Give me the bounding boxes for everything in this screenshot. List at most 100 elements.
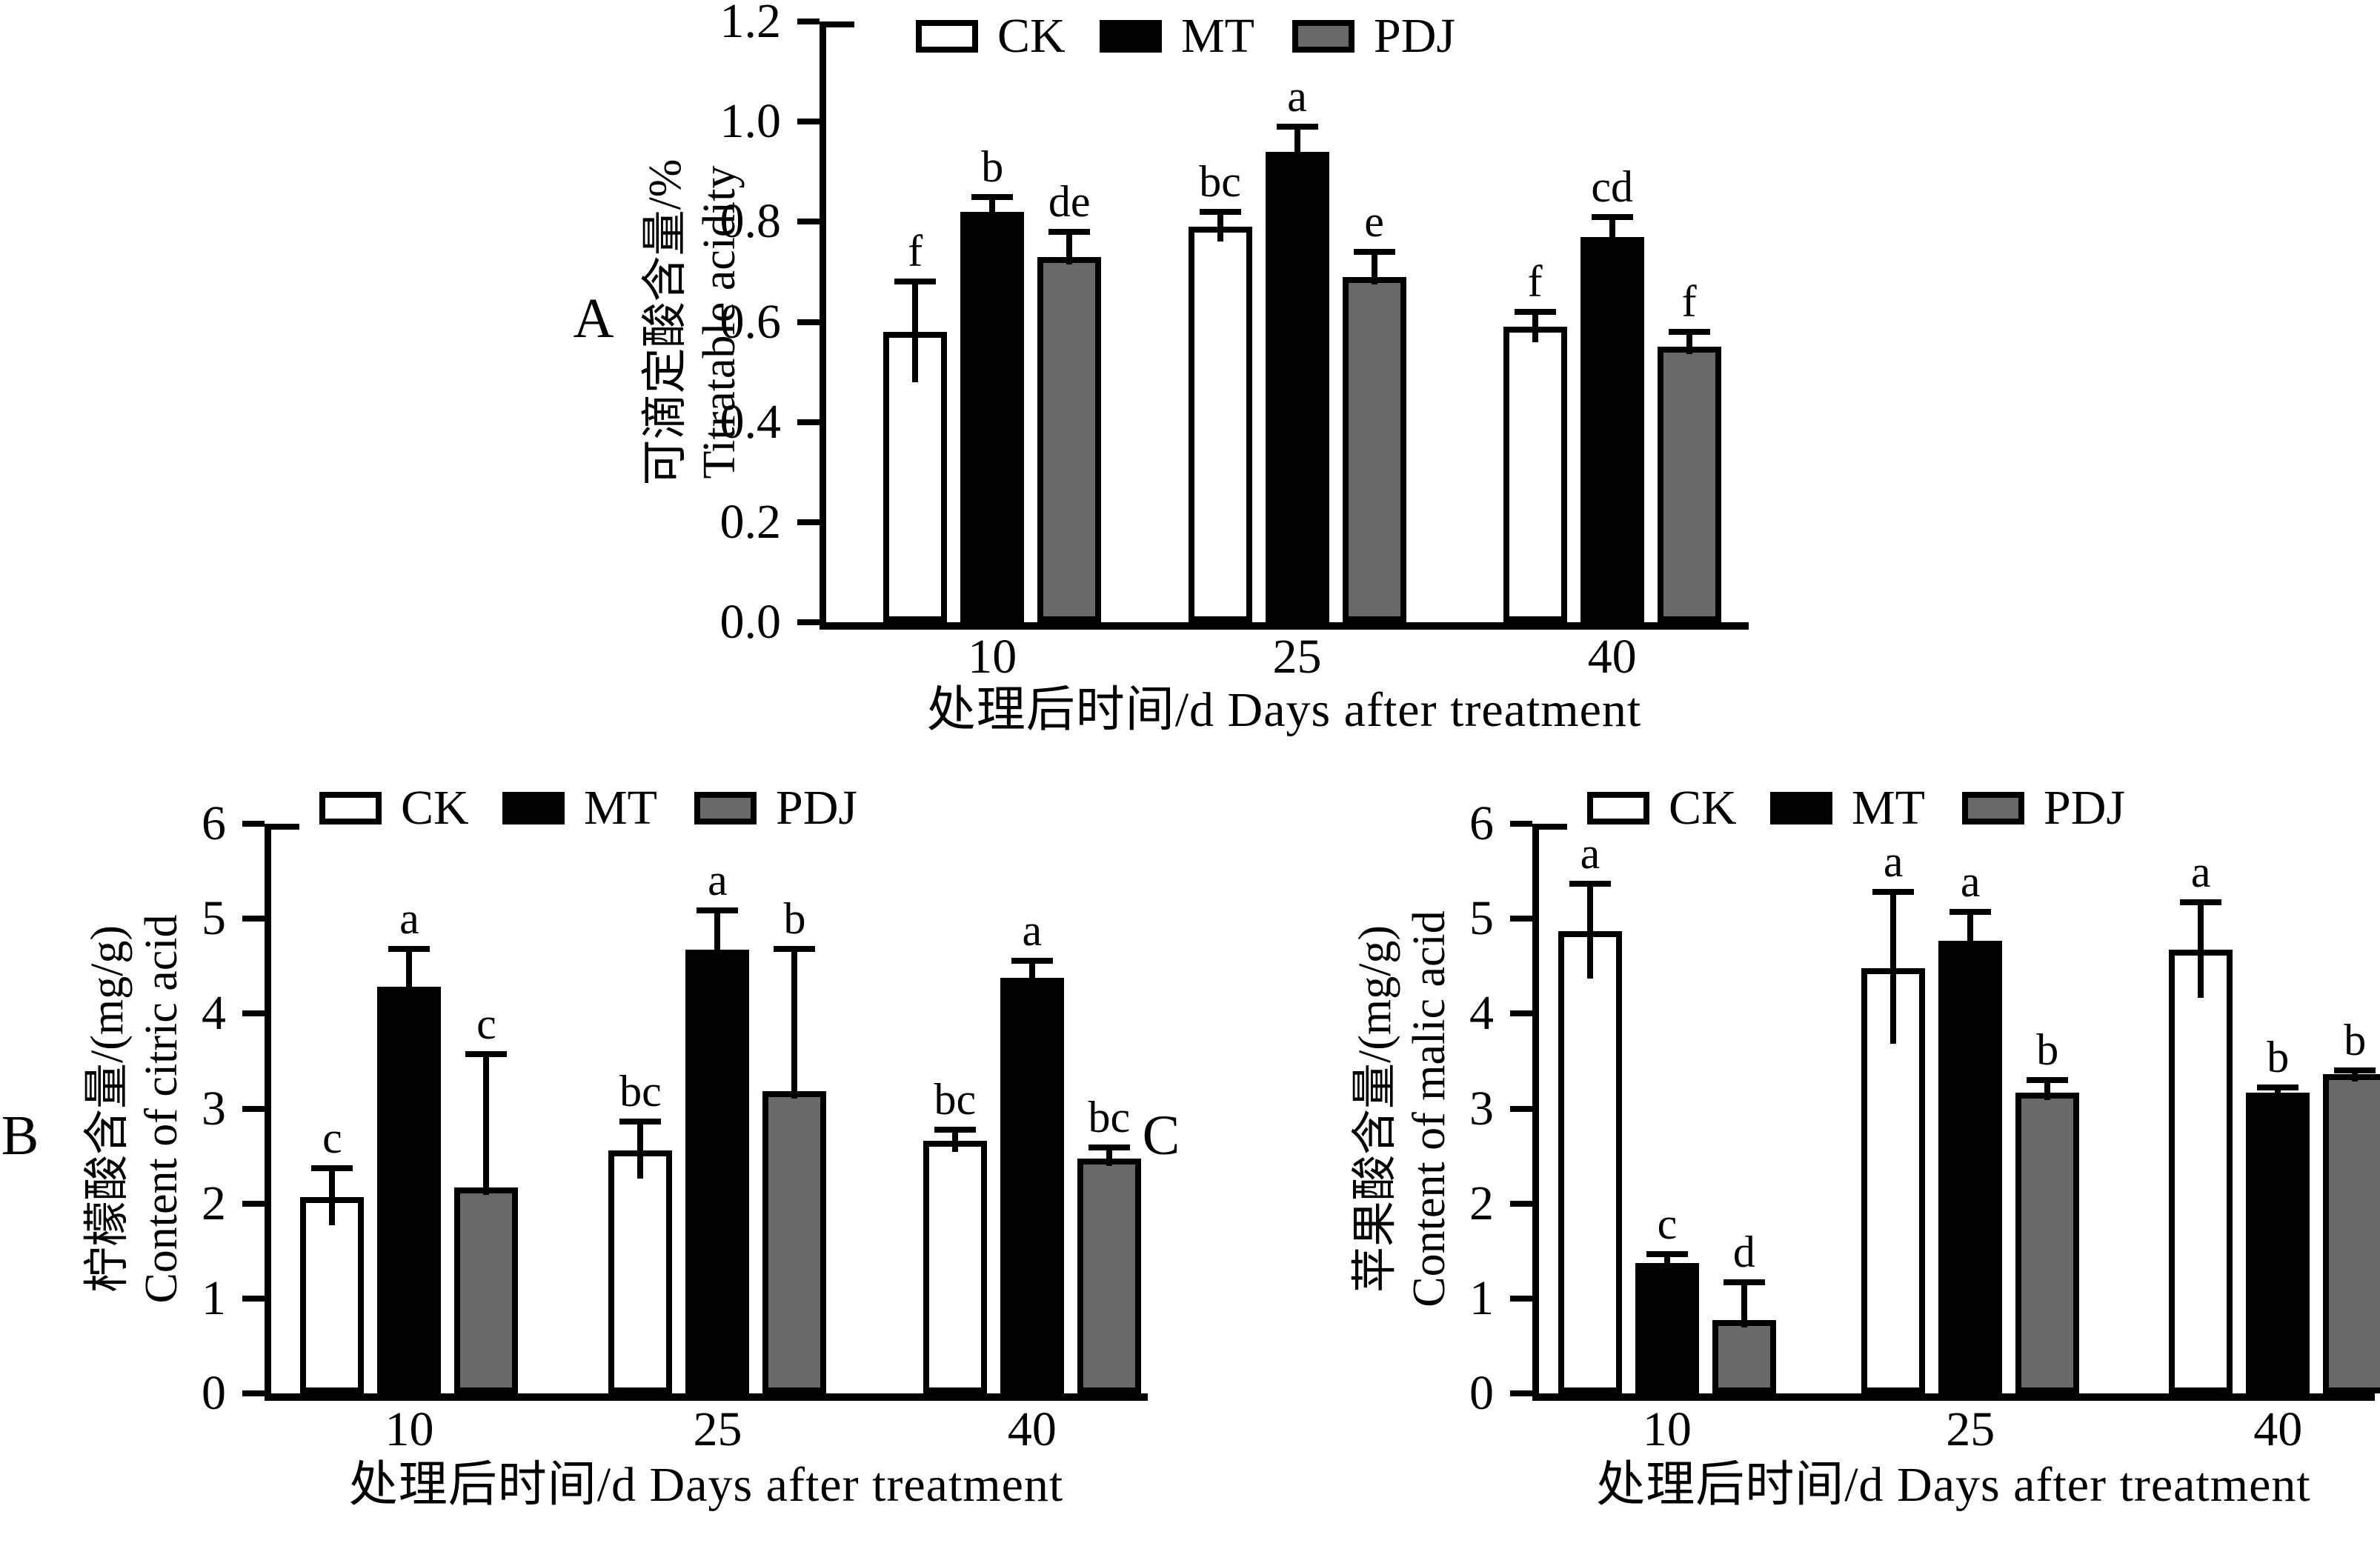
legend-item-A-CK: CK	[916, 12, 1066, 61]
sig-letter-A-25-PDJ: e	[1364, 196, 1384, 246]
y-axis-title-A: 可滴定酸含量/% Titratable acidity	[639, 159, 747, 485]
y-tick-A	[797, 219, 820, 225]
legend-item-A-MT: MT	[1100, 12, 1254, 61]
error-bar-A-25-PDJ	[1371, 251, 1377, 284]
x-axis-title-B: 处理后时间/d Days after treatment	[348, 1458, 1064, 1512]
error-cap-C-10-MT	[1646, 1250, 1688, 1257]
y-axis-title-en-B: Content of citric acid	[136, 913, 187, 1304]
y-axis-title-C: 苹果酸含量/(mg/g) Content of malic acid	[1349, 910, 1457, 1307]
legend-label-MT: MT	[1181, 9, 1254, 63]
y-tick-label-B: 0	[202, 1366, 226, 1420]
y-tick-A	[797, 419, 820, 425]
y-tick-A	[797, 619, 820, 625]
error-cap-A-40-CK	[1514, 308, 1556, 315]
error-cap-C-25-MT	[1949, 909, 1992, 916]
bar-C-25-PDJ	[2015, 1092, 2080, 1393]
sig-letter-A-25-CK: bc	[1199, 156, 1241, 206]
y-axis-title-cn-B: 柠檬酸含量/(mg/g)	[82, 924, 133, 1293]
error-bar-B-40-PDJ	[1106, 1147, 1112, 1167]
x-tick-label-A-10: 10	[968, 630, 1017, 684]
x-tick-label-B-40: 40	[1007, 1402, 1057, 1456]
sig-letter-A-40-CK: f	[1527, 256, 1543, 306]
sig-letter-B-25-PDJ: b	[783, 894, 806, 944]
legend-item-B-PDJ: PDJ	[694, 784, 857, 833]
sig-letter-A-10-CK: f	[908, 227, 923, 276]
bar-A-40-CK	[1503, 327, 1567, 622]
y-tick-C	[1510, 1295, 1532, 1302]
error-bar-A-25-MT	[1294, 126, 1300, 159]
error-bar-B-40-MT	[1028, 960, 1035, 985]
sig-letter-B-40-MT: a	[1022, 905, 1043, 955]
y-tick-label-A: 1.2	[719, 0, 782, 48]
y-axis-title-cn-A: 可滴定酸含量/%	[639, 159, 691, 485]
x-axis-C	[1532, 1393, 2375, 1401]
y-tick-label-B: 4	[202, 986, 226, 1041]
y-tick-A	[797, 519, 820, 525]
error-cap-B-40-PDJ	[1088, 1144, 1130, 1151]
panel-label-B: B	[1, 1104, 39, 1167]
legend-swatch-PDJ-icon	[1292, 20, 1354, 53]
error-cap-B-25-PDJ	[774, 946, 816, 953]
sig-letter-C-40-CK: a	[2190, 847, 2211, 897]
x-tick-label-A-40: 40	[1587, 630, 1637, 684]
error-bar-A-25-CK	[1217, 211, 1223, 242]
x-tick-label-B-10: 10	[385, 1402, 434, 1456]
bar-C-10-MT	[1635, 1263, 1699, 1393]
error-bar-C-40-PDJ	[2352, 1070, 2359, 1082]
y-axis-title-B: 柠檬酸含量/(mg/g) Content of citric acid	[81, 914, 189, 1303]
error-bar-C-25-PDJ	[2044, 1080, 2051, 1100]
y-tick-C	[1510, 821, 1532, 827]
error-cap-B-10-MT	[388, 946, 431, 953]
bar-B-25-PDJ	[762, 1091, 827, 1393]
error-cap-A-10-MT	[971, 193, 1014, 200]
sig-letter-C-10-CK: a	[1580, 828, 1600, 878]
sig-letter-B-25-CK: bc	[619, 1067, 662, 1116]
bar-B-10-MT	[377, 987, 442, 1393]
bar-A-40-PDJ	[1657, 347, 1721, 622]
error-bar-A-40-MT	[1609, 216, 1615, 244]
y-tick-C	[1510, 1390, 1532, 1396]
bar-A-25-PDJ	[1342, 276, 1406, 622]
sig-letter-C-10-MT: c	[1657, 1199, 1678, 1248]
error-cap-C-10-CK	[1569, 880, 1611, 887]
error-bar-A-40-PDJ	[1686, 332, 1692, 355]
bar-C-40-MT	[2246, 1092, 2310, 1393]
sig-letter-A-10-PDJ: de	[1048, 176, 1091, 226]
bar-B-10-CK	[300, 1196, 365, 1393]
y-tick-B	[242, 1105, 265, 1112]
legend-swatch-PDJ-icon	[694, 792, 757, 824]
bar-C-25-MT	[1938, 940, 2003, 1393]
x-tick-label-C-10: 10	[1642, 1402, 1692, 1456]
x-axis-A	[820, 622, 1749, 630]
error-cap-A-25-MT	[1276, 123, 1318, 130]
y-tick-label-A: 0.8	[719, 194, 782, 249]
error-bar-A-10-PDJ	[1066, 231, 1073, 264]
legend-swatch-MT-icon	[1770, 792, 1832, 824]
y-tick-label-A: 0.6	[719, 294, 782, 349]
legend-label-PDJ: PDJ	[1374, 9, 1456, 63]
y-axis-C	[1532, 824, 1539, 1401]
legend-label-MT: MT	[1852, 781, 1925, 835]
sig-letter-A-10-MT: b	[981, 141, 1004, 191]
legend-label-CK: CK	[997, 9, 1066, 63]
sig-letter-A-40-PDJ: f	[1681, 277, 1697, 327]
bar-A-25-MT	[1265, 151, 1329, 622]
sig-letter-B-10-MT: a	[399, 894, 419, 944]
y-tick-C	[1510, 1105, 1532, 1112]
bar-B-10-PDJ	[454, 1187, 519, 1393]
legend-swatch-PDJ-icon	[1962, 792, 2024, 824]
sig-letter-C-25-PDJ: b	[2036, 1025, 2059, 1075]
bar-A-40-MT	[1580, 236, 1644, 622]
sig-letter-B-10-PDJ: c	[476, 999, 496, 1049]
y-axis-top-tick-C	[1539, 824, 1567, 830]
error-bar-A-10-MT	[989, 196, 996, 219]
legend-item-B-MT: MT	[502, 784, 657, 833]
error-cap-C-40-PDJ	[2334, 1067, 2376, 1074]
panel-label-A: A	[573, 287, 614, 350]
error-cap-A-10-PDJ	[1048, 228, 1091, 235]
y-tick-label-B: 6	[202, 796, 226, 850]
y-tick-label-A: 0.4	[719, 394, 782, 449]
y-axis-A	[820, 21, 826, 630]
sig-letter-C-40-PDJ: b	[2344, 1016, 2367, 1065]
error-bar-C-10-CK	[1586, 883, 1593, 979]
